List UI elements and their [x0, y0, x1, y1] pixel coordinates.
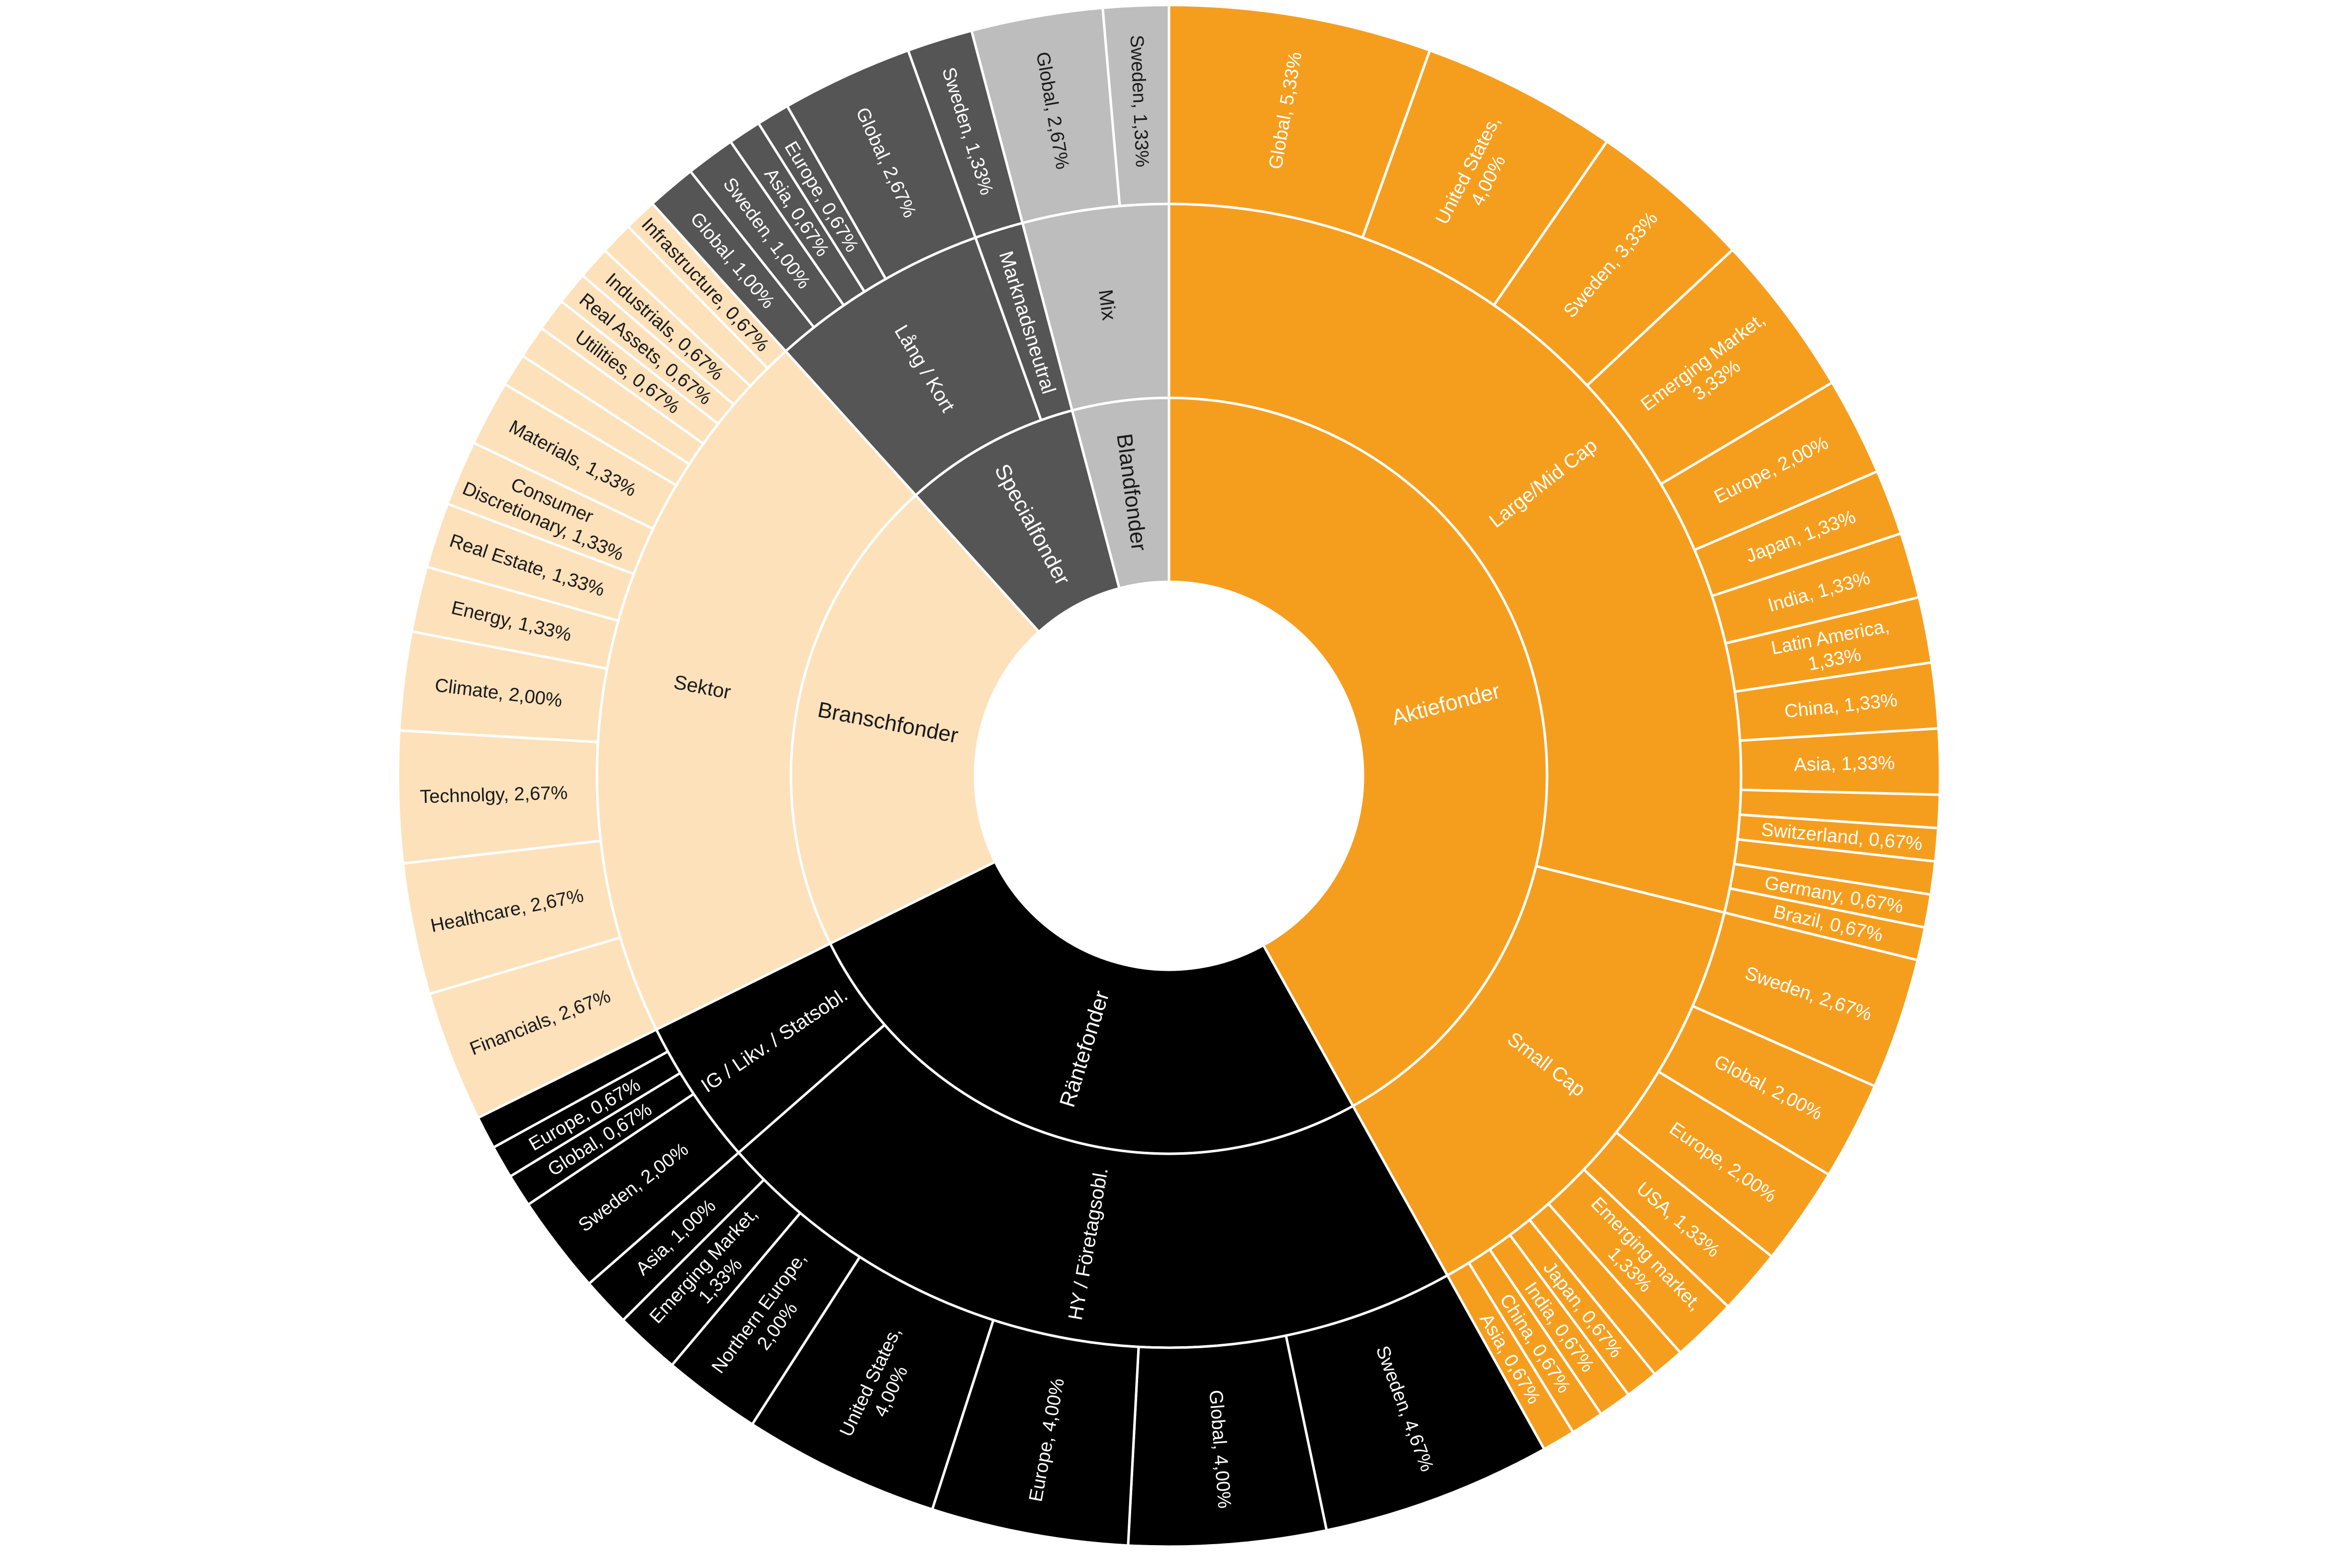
sunburst-segments — [396, 3, 1942, 1548]
segment-sweden — [1101, 3, 1170, 207]
segment-label: Mix — [1094, 288, 1120, 321]
segment-label: Technolgy, 2,67% — [419, 783, 568, 808]
segment-label: Asia, 1,33% — [1794, 752, 1895, 775]
